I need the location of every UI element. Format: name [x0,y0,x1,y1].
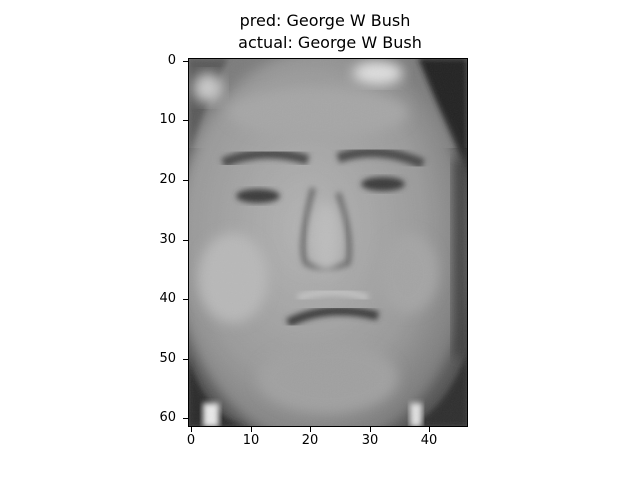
title-prediction: pred: George W Bush [239,11,411,30]
x-tick [191,427,192,432]
x-tick-label: 0 [186,433,196,448]
y-tick-label: 30 [159,232,176,247]
y-tick [183,61,188,62]
y-tick-label: 60 [159,410,176,425]
x-tick-label: 20 [301,433,319,448]
y-tick-label: 20 [159,172,176,187]
face-image [188,58,468,427]
y-tick [183,299,188,300]
y-tick [183,180,188,181]
x-tick [251,427,252,432]
x-tick-label: 30 [361,433,379,448]
y-tick [183,120,188,121]
x-tick [310,427,311,432]
y-tick-label: 40 [159,291,176,306]
x-tick-label: 10 [242,433,260,448]
y-tick [183,418,188,419]
y-tick-label: 50 [159,351,176,366]
x-tick [370,427,371,432]
y-tick [183,240,188,241]
y-tick-label: 0 [167,53,176,68]
x-tick [429,427,430,432]
title-actual: actual: George W Bush [238,33,422,52]
y-tick [183,359,188,360]
x-tick-label: 40 [420,433,438,448]
image-axes [188,58,468,427]
y-tick-label: 10 [159,112,176,127]
